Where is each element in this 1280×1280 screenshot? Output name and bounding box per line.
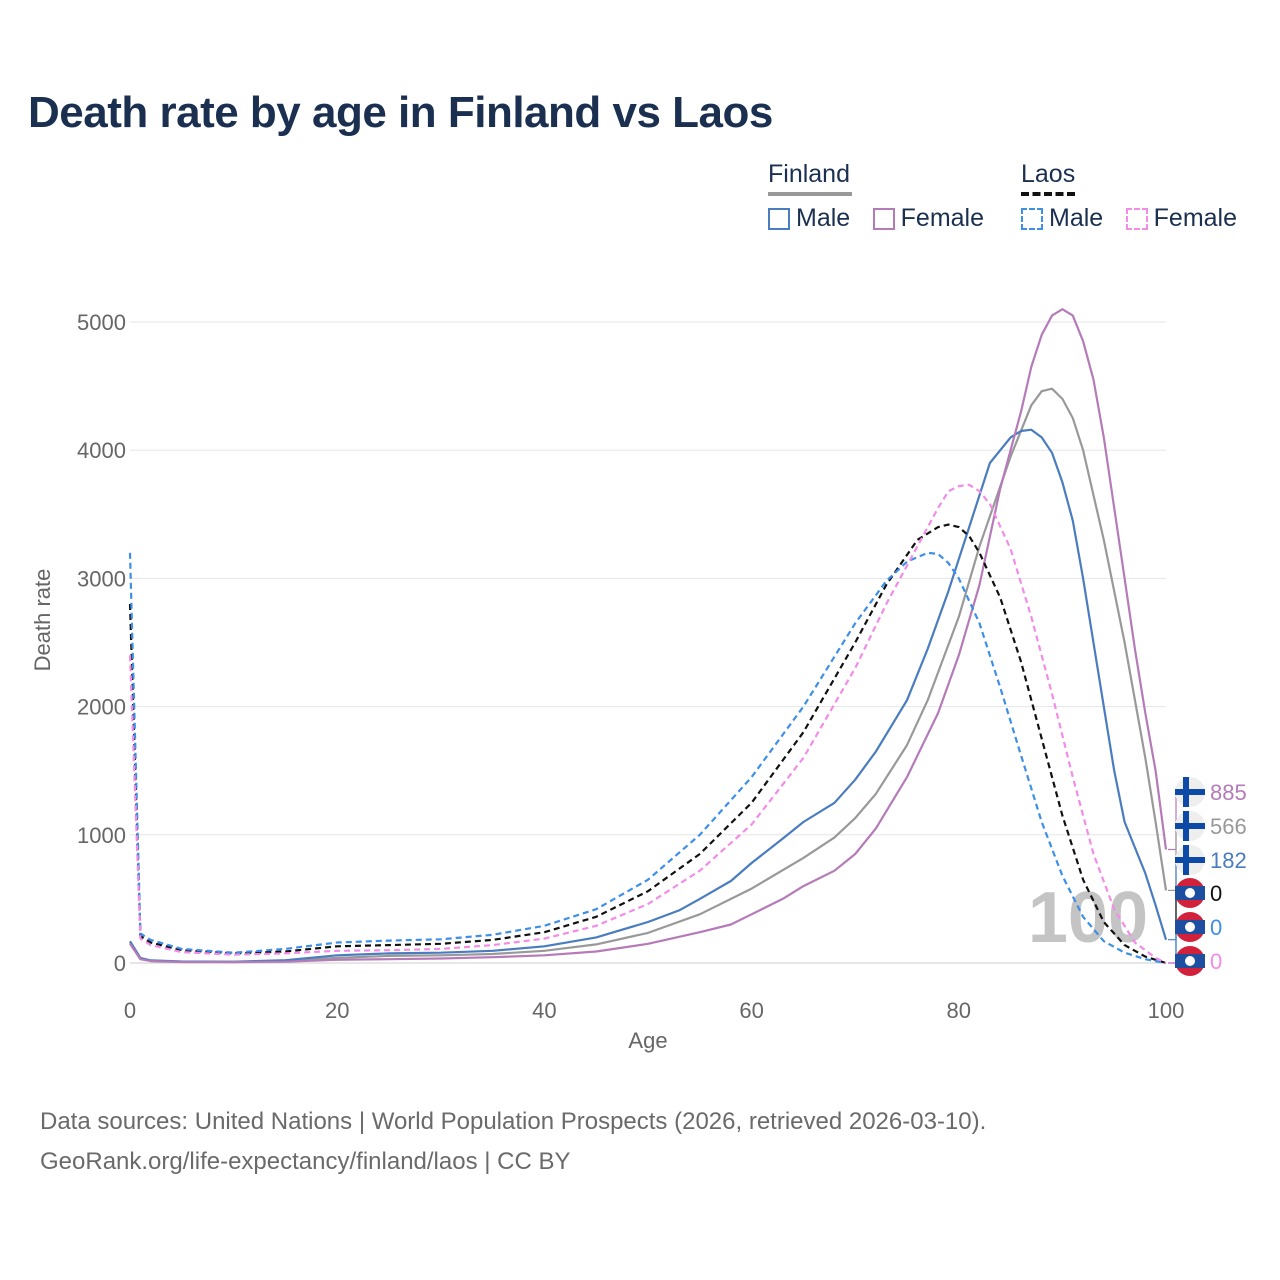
finland-flag-icon: [1175, 811, 1205, 841]
legend-group-title: Finland: [768, 160, 850, 188]
end-label-value: 0: [1210, 881, 1222, 906]
x-axis-label: Age: [628, 1028, 667, 1053]
flag-cross-vertical: [1183, 811, 1189, 841]
series-line-finland-total: [129, 387, 1168, 964]
legend-group-title: Laos: [1021, 160, 1076, 188]
y-axis-label: Death rate: [30, 569, 55, 672]
y-tick-label: 3000: [77, 566, 126, 591]
flag-cross-horizontal: [1175, 789, 1205, 795]
chart-series: [128, 308, 1168, 965]
y-tick-label: 2000: [77, 695, 126, 720]
end-label-value: 885: [1210, 780, 1247, 805]
legend-item-finland-male[interactable]: Male: [768, 204, 850, 233]
y-tick-label: 5000: [77, 310, 126, 335]
x-tick-label: 80: [947, 998, 971, 1023]
legend-label: Male: [796, 204, 851, 232]
end-label-value: 182: [1210, 848, 1247, 873]
flag-cross-horizontal: [1175, 857, 1205, 863]
y-tick-label: 1000: [77, 823, 126, 848]
end-labels: 885 566 182 0 0 0: [1168, 777, 1247, 976]
legend-label: Female: [1153, 204, 1238, 232]
legend-group-line: [1021, 192, 1075, 196]
chart-grid: [130, 321, 1166, 964]
x-tick-label: 100: [1148, 998, 1185, 1023]
flag-disc: [1185, 956, 1195, 966]
x-tick-label: 40: [532, 998, 556, 1023]
legend-item-finland-female[interactable]: Female: [872, 204, 985, 233]
x-axis-ticks: 0 20 40 60 80 100: [124, 998, 1184, 1023]
end-label-value: 566: [1210, 814, 1247, 839]
series-line-finland-female: [129, 308, 1168, 964]
legend-group-finland: Finland Male Female: [768, 160, 984, 232]
footer-sources: Data sources: United Nations | World Pop…: [40, 1108, 987, 1135]
series-line-laos-male: [128, 551, 1167, 965]
series-line-laos-female: [128, 483, 1167, 964]
finland-flag-icon: [1175, 845, 1205, 875]
legend-item-laos-female[interactable]: Female: [1125, 204, 1238, 233]
laos-flag-icon: [1175, 878, 1205, 908]
x-tick-label: 20: [325, 998, 349, 1023]
x-tick-label: 0: [124, 998, 136, 1023]
laos-flag-icon: [1175, 946, 1205, 976]
series-line-laos-total: [128, 523, 1167, 965]
flag-disc: [1185, 888, 1195, 898]
finland-flag-icon: [1175, 777, 1205, 807]
end-label-value: 0: [1210, 949, 1222, 974]
legend-swatch: [1125, 207, 1148, 230]
legend-label: Male: [1049, 204, 1104, 232]
legend-group-laos: Laos Male Female: [1021, 160, 1237, 232]
flag-disc: [1185, 922, 1195, 932]
legend-group-line: [768, 192, 852, 196]
legend-label: Female: [900, 204, 985, 232]
x-tick-label: 60: [739, 998, 763, 1023]
series-line-finland-male: [129, 428, 1168, 963]
flag-cross-vertical: [1183, 777, 1189, 807]
legend-items: Male Female: [768, 204, 1002, 235]
legend-swatch: [1021, 207, 1043, 230]
flag-cross-vertical: [1183, 845, 1189, 875]
flag-cross-horizontal: [1175, 823, 1205, 829]
y-tick-label: 0: [114, 951, 126, 976]
laos-flag-icon: [1175, 912, 1205, 942]
end-label-value: 0: [1210, 915, 1222, 940]
legend-swatch: [872, 207, 895, 230]
chart-title: Death rate by age in Finland vs Laos: [28, 88, 773, 137]
legend-item-laos-male[interactable]: Male: [1021, 204, 1103, 233]
y-tick-label: 4000: [77, 438, 126, 463]
footer-link[interactable]: GeoRank.org/life-expectancy/finland/laos…: [40, 1148, 571, 1175]
y-axis-ticks: 0 1000 2000 3000 4000 5000: [77, 310, 126, 976]
legend-swatch: [768, 207, 790, 230]
legend-items: Male Female: [1021, 204, 1255, 235]
